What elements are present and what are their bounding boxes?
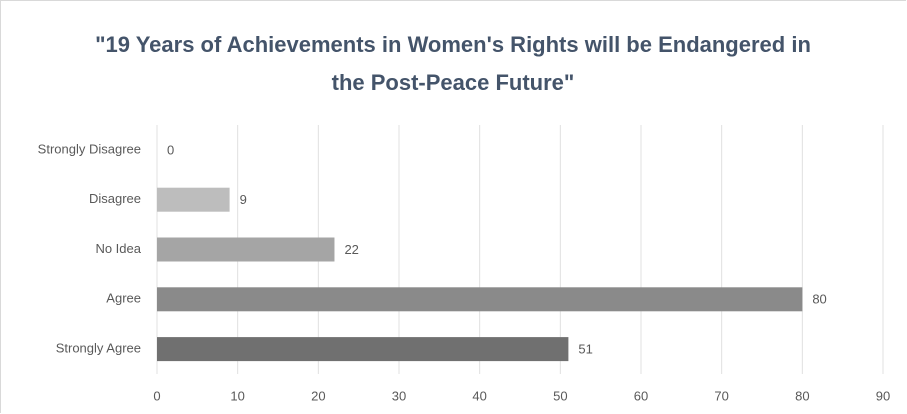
- x-tick-label: 70: [714, 388, 728, 403]
- x-tick-label: 80: [795, 388, 809, 403]
- y-tick-label: Strongly Agree: [56, 341, 141, 356]
- x-tick-label: 60: [634, 388, 648, 403]
- x-tick-label: 50: [553, 388, 567, 403]
- x-tick-label: 30: [392, 388, 406, 403]
- chart-title: "19 Years of Achievements in Women's Rig…: [95, 32, 811, 95]
- y-tick-label: Agree: [106, 291, 141, 306]
- x-tick-label: 10: [230, 388, 244, 403]
- bar: [157, 287, 803, 312]
- y-tick-label: No Idea: [95, 241, 141, 256]
- x-tick-label: 20: [311, 388, 325, 403]
- y-tick-label: Strongly Disagree: [38, 141, 141, 156]
- data-label: 51: [578, 342, 592, 357]
- x-tick-label: 0: [153, 388, 160, 403]
- bar: [157, 187, 230, 212]
- x-tick-label: 40: [472, 388, 486, 403]
- bar: [157, 337, 569, 362]
- data-label: 0: [167, 142, 174, 157]
- y-tick-label: Disagree: [89, 191, 141, 206]
- data-label: 9: [240, 192, 247, 207]
- data-label: 80: [812, 292, 826, 307]
- data-label: 22: [344, 242, 358, 257]
- bar: [157, 237, 335, 262]
- x-tick-label: 90: [876, 388, 890, 403]
